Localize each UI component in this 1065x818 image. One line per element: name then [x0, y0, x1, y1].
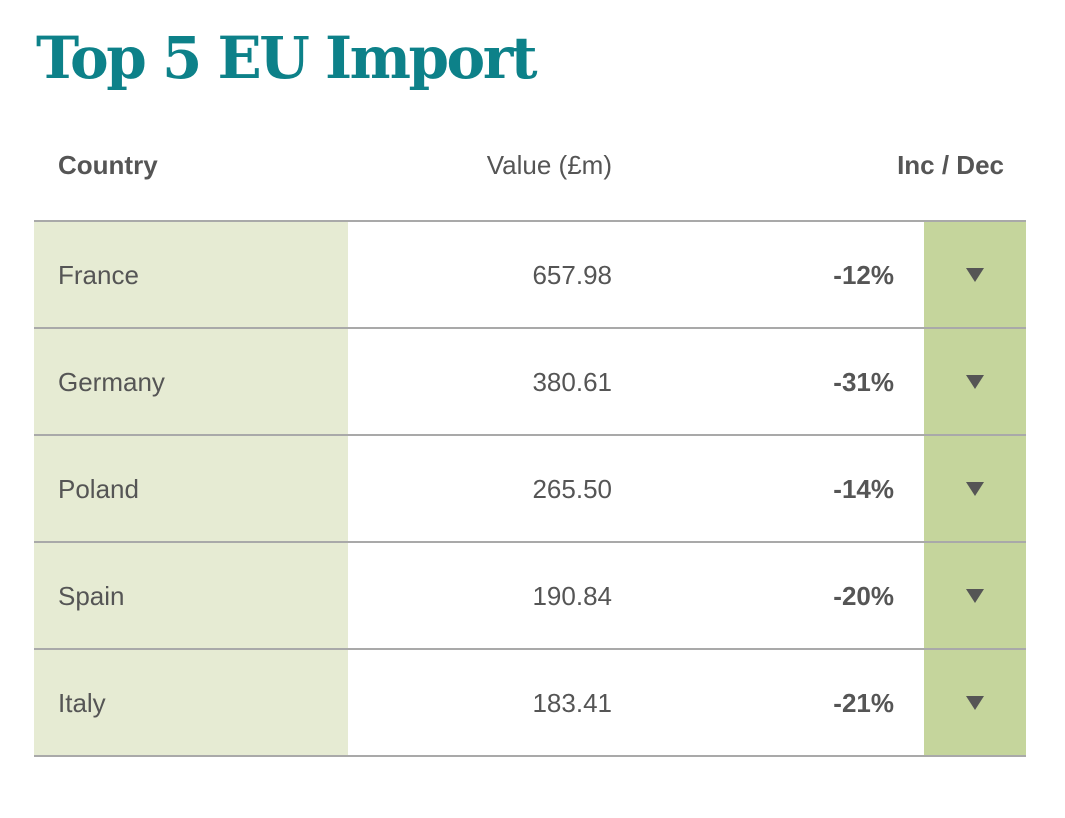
value-cell: 190.84 [532, 581, 612, 611]
down-arrow-icon [966, 589, 984, 603]
value-cell: 265.50 [532, 474, 612, 504]
direction-cell [924, 329, 1026, 434]
down-arrow-icon [966, 268, 984, 282]
change-cell: -21% [833, 688, 894, 718]
change-cell: -14% [833, 474, 894, 504]
header-value: Value (£m) [486, 150, 612, 180]
direction-cell [924, 222, 1026, 327]
down-arrow-icon [966, 696, 984, 710]
table-row: Italy 183.41 -21% [34, 650, 1026, 757]
header-inc-dec: Inc / Dec [897, 150, 1004, 180]
table-row: Germany 380.61 -31% [34, 329, 1026, 436]
direction-cell [924, 650, 1026, 755]
country-cell: Italy [34, 650, 348, 755]
country-name: France [58, 260, 139, 290]
change-cell: -20% [833, 581, 894, 611]
value-cell: 657.98 [532, 260, 612, 290]
change-cell: -12% [833, 260, 894, 290]
country-name: Poland [58, 474, 139, 504]
country-cell: France [34, 222, 348, 327]
direction-cell [924, 543, 1026, 648]
country-cell: Spain [34, 543, 348, 648]
value-cell: 183.41 [532, 688, 612, 718]
change-cell: -31% [833, 367, 894, 397]
table-header: Country Value (£m) Inc / Dec [34, 140, 1026, 190]
header-country: Country [58, 150, 158, 180]
country-cell: Poland [34, 436, 348, 541]
direction-cell [924, 436, 1026, 541]
page-title: Top 5 EU Import [36, 24, 538, 92]
table-row: France 657.98 -12% [34, 222, 1026, 329]
table-row: Spain 190.84 -20% [34, 543, 1026, 650]
down-arrow-icon [966, 482, 984, 496]
down-arrow-icon [966, 375, 984, 389]
import-table: France 657.98 -12% Germany 380.61 -31% P… [34, 220, 1026, 757]
country-name: Italy [58, 688, 106, 718]
country-cell: Germany [34, 329, 348, 434]
value-cell: 380.61 [532, 367, 612, 397]
country-name: Spain [58, 581, 125, 611]
table-row: Poland 265.50 -14% [34, 436, 1026, 543]
country-name: Germany [58, 367, 165, 397]
